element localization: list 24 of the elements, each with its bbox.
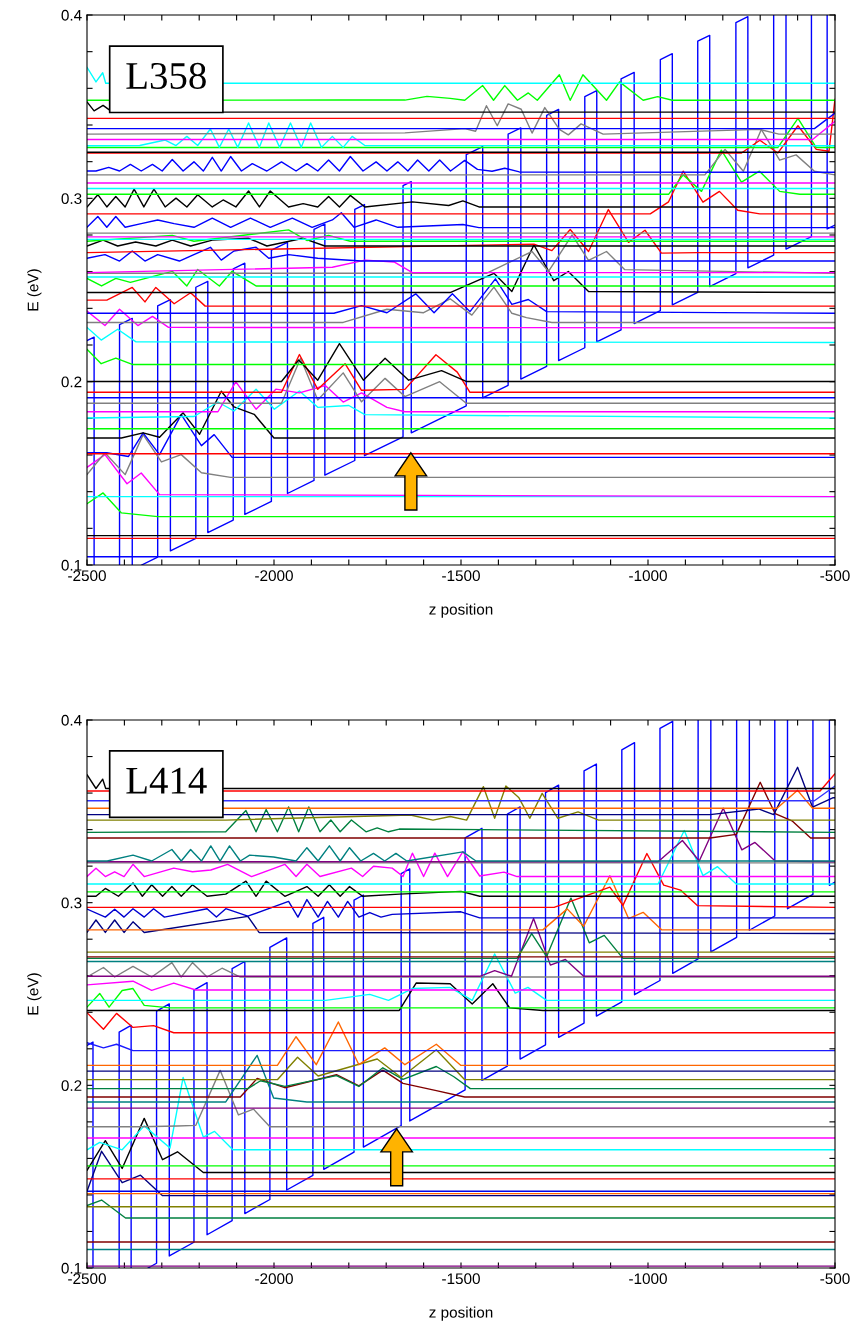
x-tick-label: -2000 (255, 1273, 293, 1285)
annotation: L358 (126, 62, 206, 90)
x-tick-label: -500 (820, 1273, 850, 1285)
x-tick-label: -1500 (442, 1273, 480, 1285)
x-tick-label: -1000 (629, 570, 667, 582)
x-axis-title: z position (429, 1306, 493, 1321)
x-tick-label: -2000 (255, 570, 293, 582)
y-tick-label: 0.4 (61, 9, 82, 21)
y-tick-label: 0.2 (61, 376, 82, 388)
x-tick-label: -1500 (442, 570, 480, 582)
y-tick-label: 0.3 (61, 193, 82, 205)
x-tick-label: -1000 (629, 1273, 667, 1285)
y-tick-label: 0.1 (61, 1262, 82, 1274)
y-tick-label: 0.4 (61, 714, 82, 726)
annotation: L414 (126, 767, 207, 794)
x-tick-label: -2500 (68, 1273, 106, 1285)
x-tick-label: -2500 (68, 570, 106, 582)
x-axis-title: z position (429, 603, 493, 618)
y-tick-label: 0.3 (61, 897, 82, 909)
y-axis-title: E (eV) (27, 269, 42, 311)
y-tick-label: 0.1 (61, 559, 82, 571)
x-tick-label: -500 (820, 570, 850, 582)
y-tick-label: 0.2 (61, 1080, 82, 1092)
y-axis-title: E (eV) (27, 973, 42, 1015)
